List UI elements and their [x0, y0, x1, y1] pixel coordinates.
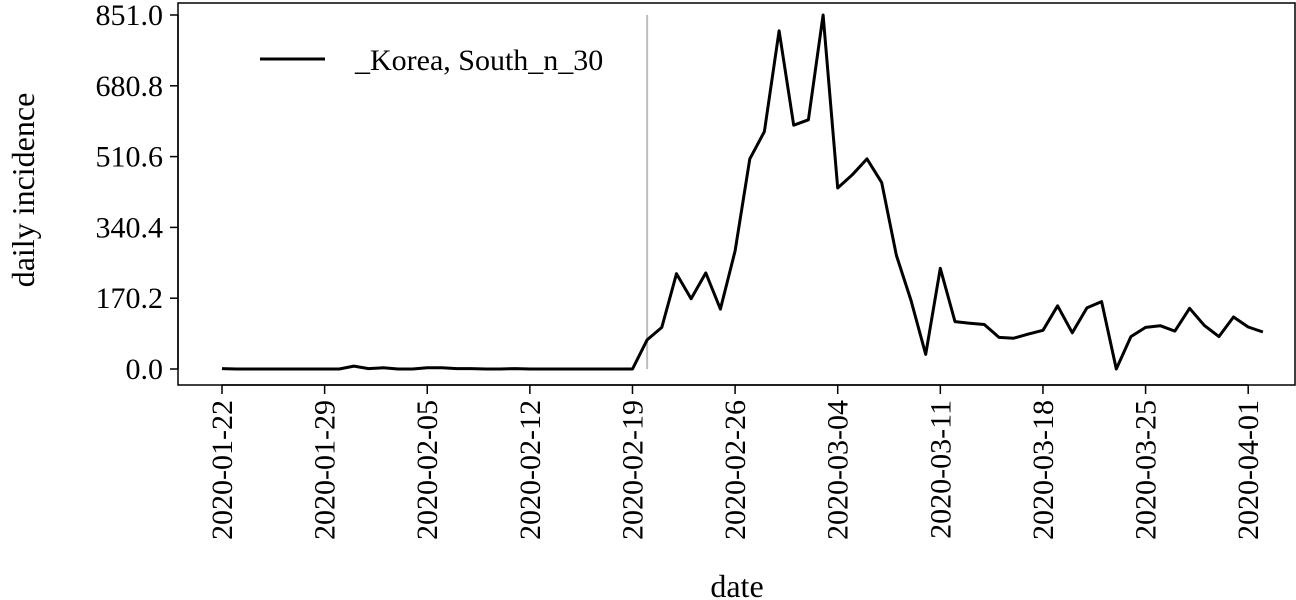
x-tick-label: 2020-03-11	[924, 400, 957, 539]
y-axis-title: daily incidence	[5, 93, 41, 288]
plot-frame	[177, 2, 1296, 386]
y-axis: 0.0 170.2 340.4 510.6 680.8 851.0	[96, 0, 179, 386]
y-tick-label: 680.8	[96, 70, 164, 103]
legend: _Korea, South_n_30	[260, 44, 603, 77]
y-tick-label: 0.0	[126, 353, 164, 386]
x-tick-label: 2020-01-29	[309, 400, 342, 540]
x-tick-label: 2020-02-19	[616, 400, 649, 540]
x-axis-title: date	[710, 568, 763, 600]
plot-layer	[221, 13, 1264, 371]
x-tick-label: 2020-03-18	[1027, 400, 1060, 540]
x-tick-label: 2020-02-05	[411, 400, 444, 540]
y-tick-label: 170.2	[96, 282, 164, 315]
x-tick-label: 2020-02-12	[514, 400, 547, 540]
x-tick-label: 2020-04-01	[1232, 400, 1265, 540]
x-axis: 2020-01-22 2020-01-29 2020-02-05 2020-02-12…	[206, 384, 1265, 540]
x-tick-label: 2020-03-25	[1130, 400, 1163, 540]
y-tick-label: 510.6	[96, 141, 164, 174]
y-tick-label: 340.4	[96, 211, 164, 244]
series-line	[221, 13, 1264, 371]
x-tick-label: 2020-03-04	[822, 400, 855, 540]
legend-label: _Korea, South_n_30	[354, 44, 603, 77]
y-tick-label: 851.0	[96, 0, 164, 32]
x-tick-label: 2020-01-22	[206, 400, 239, 540]
x-tick-label: 2020-02-26	[719, 400, 752, 540]
